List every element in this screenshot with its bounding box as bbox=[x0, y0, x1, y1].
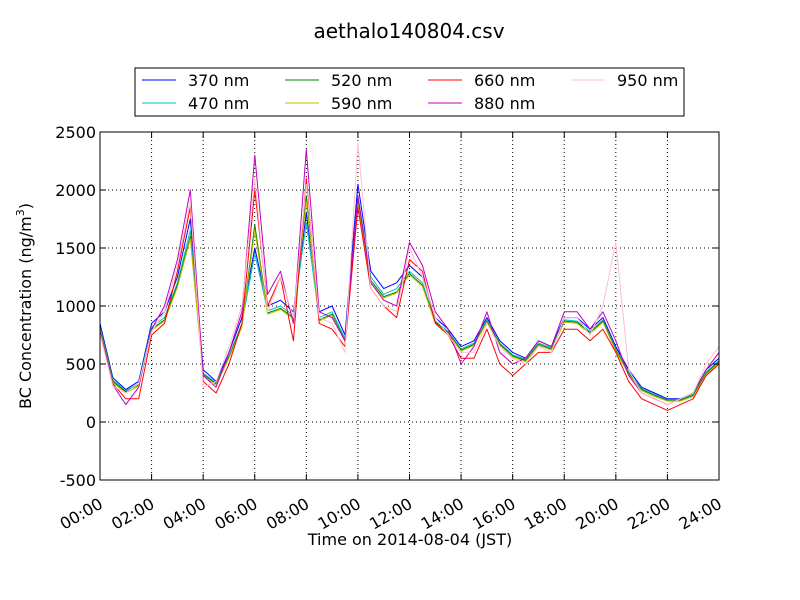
legend-label: 370 nm bbox=[188, 71, 249, 90]
series-layer bbox=[99, 143, 720, 411]
y-tick-label: 2000 bbox=[55, 181, 96, 200]
plot-background bbox=[100, 132, 719, 480]
series-line-880-nm bbox=[99, 148, 720, 406]
legend-label: 950 nm bbox=[617, 71, 678, 90]
y-axis-label-superscript: 3 bbox=[14, 209, 27, 216]
plot-area bbox=[99, 131, 720, 481]
chart-title: aethalo140804.csv bbox=[313, 19, 504, 43]
y-tick-label: 500 bbox=[65, 355, 96, 374]
legend: 370 nm 470 nm 520 nm 590 nm 660 nm 880 nm 950 … bbox=[134, 67, 685, 117]
y-axis-label-main: BC Concentration (ng/m bbox=[16, 216, 35, 409]
y-axis-label: BC Concentration (ng/m3) bbox=[14, 203, 35, 409]
legend-label: 470 nm bbox=[188, 94, 249, 113]
legend-label: 880 nm bbox=[474, 94, 535, 113]
y-tick-labels: -500 0 500 1000 1500 2000 2500 bbox=[55, 123, 96, 490]
series-line-950-nm bbox=[99, 143, 720, 406]
legend-frame bbox=[134, 67, 685, 117]
y-tick-label: 2500 bbox=[55, 123, 96, 142]
y-axis-label-close: ) bbox=[16, 203, 35, 209]
tick-marks bbox=[99, 131, 720, 481]
legend-label: 590 nm bbox=[331, 94, 392, 113]
legend-label: 660 nm bbox=[474, 71, 535, 90]
legend-entries: 370 nm 470 nm 520 nm 590 nm 660 nm 880 nm 950 … bbox=[142, 71, 678, 113]
legend-label: 520 nm bbox=[331, 71, 392, 90]
y-tick-label: 0 bbox=[86, 413, 96, 432]
y-tick-label: 1000 bbox=[55, 297, 96, 316]
y-tick-label: 1500 bbox=[55, 239, 96, 258]
x-axis-label: Time on 2014-08-04 (JST) bbox=[307, 530, 512, 549]
y-tick-label: -500 bbox=[60, 471, 96, 490]
